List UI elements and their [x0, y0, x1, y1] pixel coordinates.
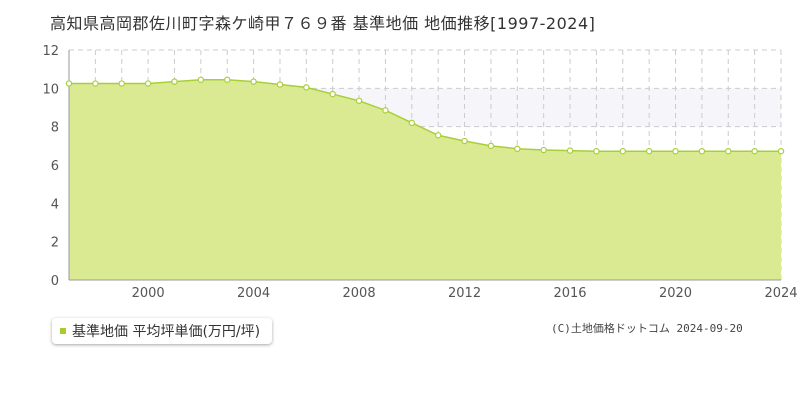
data-point	[434, 132, 442, 139]
data-point	[461, 137, 468, 145]
copyright-text: (C)土地価格ドットコム 2024-09-20	[551, 322, 743, 335]
data-point	[540, 146, 547, 154]
data-point	[672, 147, 679, 155]
legend-swatch	[60, 328, 66, 334]
y-tick-label: 2	[51, 236, 59, 251]
data-point	[619, 147, 626, 155]
y-tick-label: 8	[51, 121, 59, 136]
data-point	[408, 119, 416, 127]
series-area	[69, 79, 781, 280]
data-point	[197, 76, 205, 83]
data-point	[355, 97, 363, 104]
data-point	[92, 80, 99, 87]
data-point	[725, 147, 732, 155]
data-point	[303, 84, 310, 91]
x-tick-label: 2008	[343, 286, 376, 301]
y-tick-label: 4	[51, 197, 59, 212]
chart-title: 高知県高岡郡佐川町字森ケ崎甲７６９番 基準地価 地価推移[1997-2024]	[50, 14, 596, 33]
data-point	[250, 78, 257, 85]
data-point	[698, 147, 706, 155]
y-tick-label: 10	[42, 82, 59, 97]
x-tick-label: 2000	[132, 286, 165, 301]
data-point	[118, 80, 125, 87]
legend-label: 基準地価 平均坪単価(万円/坪)	[72, 324, 261, 340]
data-point	[777, 147, 785, 155]
x-tick-label: 2004	[237, 286, 270, 301]
data-point	[487, 142, 495, 150]
data-point	[566, 147, 574, 154]
data-point	[171, 78, 178, 85]
x-tick-label: 2012	[448, 286, 481, 301]
data-point	[329, 90, 336, 98]
series-line	[69, 78, 781, 152]
y-tick-label: 12	[42, 44, 59, 59]
data-point	[593, 147, 600, 155]
data-point	[144, 80, 152, 87]
y-tick-label: 0	[51, 274, 59, 289]
data-point	[224, 76, 231, 83]
data-point	[276, 81, 284, 88]
x-tick-label: 2016	[553, 286, 586, 301]
data-point	[382, 107, 389, 114]
x-tick-label: 2024	[764, 286, 797, 301]
data-point	[751, 147, 758, 155]
y-tick-label: 6	[51, 159, 59, 174]
chart: 0 2 4 6 8 10 12 2000 2004 2008 2012 2016 2020 2024	[42, 44, 797, 301]
legend: 基準地価 平均坪単価(万円/坪)	[52, 318, 273, 344]
data-point	[65, 80, 73, 87]
data-point	[645, 147, 653, 155]
data-point	[514, 145, 521, 152]
x-tick-label: 2020	[659, 286, 692, 301]
